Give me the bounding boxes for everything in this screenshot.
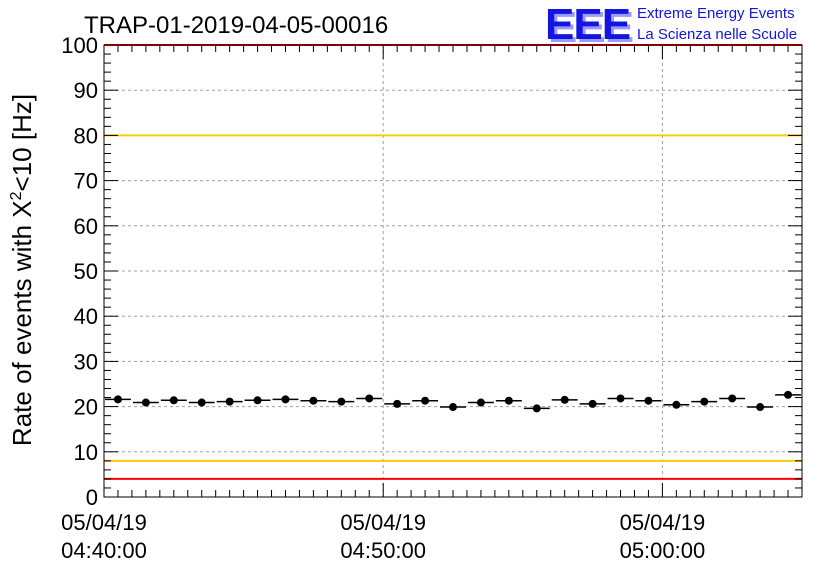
x-tick-date: 05/04/19 (340, 510, 426, 535)
data-point (784, 390, 793, 399)
y-tick-label: 60 (74, 214, 98, 239)
data-point (113, 395, 122, 404)
data-point (504, 396, 513, 405)
y-tick-label: 90 (74, 78, 98, 103)
data-point (560, 395, 569, 404)
data-point (644, 396, 653, 405)
data-point (141, 398, 150, 407)
data-point (700, 397, 709, 406)
y-tick-label: 40 (74, 304, 98, 329)
data-point (421, 396, 430, 405)
x-tick-time: 04:40:00 (61, 538, 147, 563)
grid (104, 45, 802, 497)
data-point (281, 395, 290, 404)
logo-line1: Extreme Energy Events (637, 5, 795, 22)
data-point (169, 396, 178, 405)
y-tick-label: 10 (74, 440, 98, 465)
data-point (476, 398, 485, 407)
x-tick-date: 05/04/19 (620, 510, 706, 535)
y-tick-label: 50 (74, 259, 98, 284)
data-point (728, 394, 737, 403)
y-tick-label: 100 (61, 33, 98, 58)
logo-mark-shadow: EEE (548, 3, 633, 52)
y-axis-label-main: Rate of events with X (7, 200, 37, 446)
data-point (393, 399, 402, 408)
y-tick-labels: 0 10 20 30 40 50 60 70 80 90 100 (61, 33, 98, 510)
y-axis-label-sup: 2 (8, 191, 25, 200)
logo-line2: La Scienza nelle Scuole (637, 26, 797, 43)
y-tick-label: 70 (74, 169, 98, 194)
y-axis-label: Rate of events with X2<10 [Hz] (7, 94, 37, 446)
x-tick-time: 04:50:00 (340, 538, 426, 563)
x-tick-time: 05:00:00 (620, 538, 706, 563)
data-point (225, 397, 234, 406)
data-point (588, 399, 597, 408)
threshold-lines (104, 44, 802, 480)
y-axis-label-tail: <10 [Hz] (7, 94, 37, 192)
x-tick-date: 05/04/19 (61, 510, 147, 535)
data-point (672, 400, 681, 409)
data-point (616, 394, 625, 403)
data-point (337, 397, 346, 406)
y-tick-label: 20 (74, 395, 98, 420)
data-point (197, 398, 206, 407)
logo-mark: EEE (545, 0, 630, 49)
data-point (449, 403, 457, 412)
eee-logo: EEE EEE Extreme Energy Events La Scienza… (545, 0, 797, 52)
data-point (253, 396, 262, 405)
data-point (532, 404, 541, 413)
y-tick-label: 30 (74, 349, 98, 374)
data-point (756, 403, 765, 412)
y-tick-label: 0 (86, 485, 98, 510)
chart-title: TRAP-01-2019-04-05-00016 (84, 12, 388, 39)
y-tick-label: 80 (74, 123, 98, 148)
data-point (309, 396, 318, 405)
data-points (105, 390, 801, 413)
x-tick-labels: 05/04/19 04:40:00 05/04/19 04:50:00 05/04/19… (61, 510, 705, 563)
data-point (365, 394, 374, 403)
plot-frame (103, 44, 803, 498)
